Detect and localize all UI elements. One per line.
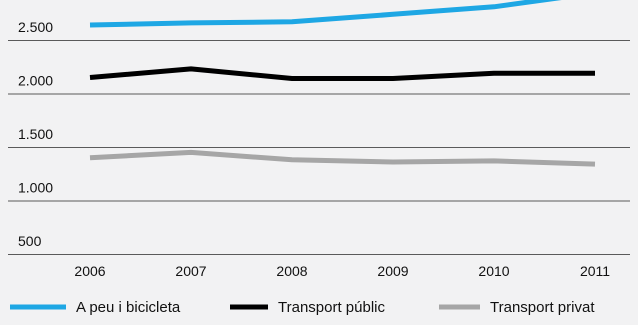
legend-label: A peu i bicicleta (76, 299, 181, 316)
series-line (89, 149, 596, 167)
x-tick-label: 2006 (74, 263, 105, 279)
y-tick-label: 1.500 (18, 126, 53, 142)
legend-label: Transport privat (490, 299, 595, 316)
x-tick-label: 2009 (377, 263, 408, 279)
legend: A peu i bicicleta Transport públic Transpo… (10, 299, 595, 316)
x-axis-ticks: 2006 2007 2008 2009 2010 2011 (74, 263, 610, 279)
legend-label: Transport públic (278, 299, 385, 316)
y-tick-label: 500 (18, 233, 42, 249)
y-axis-ticks: 2.500 2.000 1.500 1.000 500 (18, 19, 53, 249)
y-tick-label: 2.000 (18, 73, 53, 89)
series-line (89, 0, 562, 28)
x-tick-label: 2008 (276, 263, 307, 279)
series-line (89, 66, 595, 81)
x-tick-label: 2007 (175, 263, 206, 279)
x-tick-label: 2010 (478, 263, 509, 279)
y-tick-label: 1.000 (18, 180, 53, 196)
grid-lines (8, 40, 630, 255)
y-tick-label: 2.500 (18, 19, 53, 35)
series-lines (89, 0, 596, 167)
x-tick-label: 2011 (580, 263, 610, 279)
